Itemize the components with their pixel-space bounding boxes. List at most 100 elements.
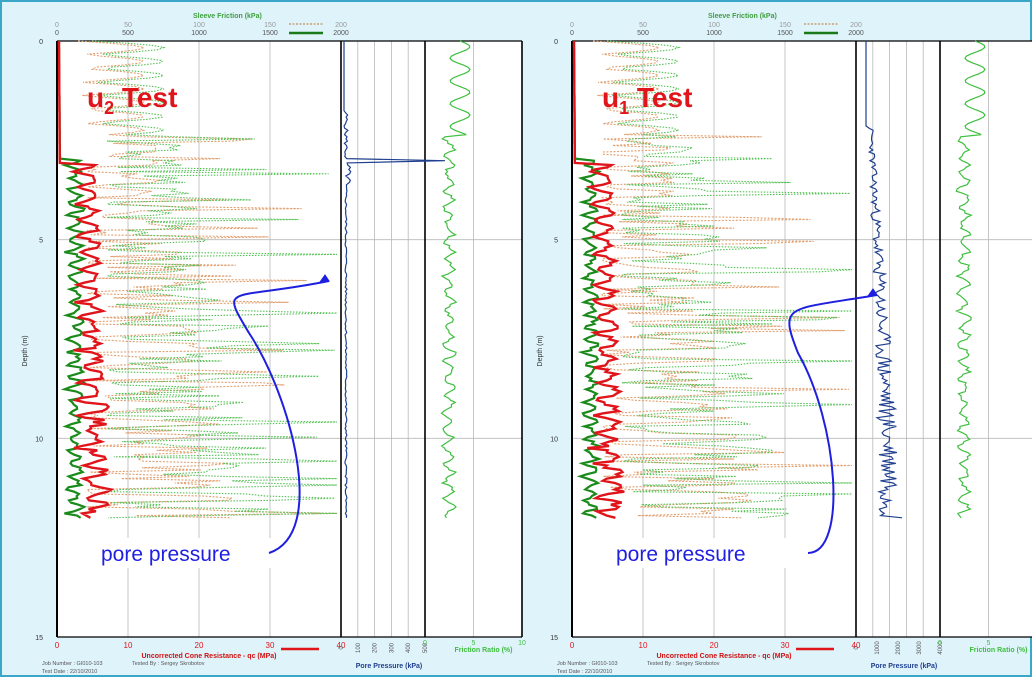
depth-axis-label: Depth (m) xyxy=(537,335,544,366)
plot-area xyxy=(572,41,1032,637)
annotation-arrowhead xyxy=(318,274,330,283)
cone-tick: 30 xyxy=(781,641,790,650)
sleeve-tick-top: 0 xyxy=(55,22,59,29)
cone-resistance-title: Uncorrected Cone Resistance - qc (MPa) xyxy=(142,653,277,660)
depth-tick-label: 5 xyxy=(554,238,558,245)
depth-tick-label: 5 xyxy=(39,238,43,245)
sleeve-tick-top: 50 xyxy=(639,22,647,29)
depth-tick-label: 15 xyxy=(35,635,43,642)
sleeve-tick-top: 200 xyxy=(850,22,862,29)
sleeve-tick-bottom: 1500 xyxy=(777,30,793,37)
sleeve-friction-trace xyxy=(592,40,853,519)
sleeve-tick-top: 100 xyxy=(193,22,205,29)
pore-pressure-title: Pore Pressure (kPa) xyxy=(356,663,423,670)
pore-tick: 300 xyxy=(389,642,395,653)
sleeve-tick-bottom: 500 xyxy=(122,30,134,37)
test-label-rest: Test xyxy=(114,82,177,113)
sleeve-tick-top: 200 xyxy=(335,22,347,29)
test-label-rest: Test xyxy=(629,82,692,113)
pore-pressure-annotation: pore pressure xyxy=(101,543,231,566)
footer-job: Job Number : GI010-103 xyxy=(557,661,618,667)
footer-job: Job Number : GI010-103 xyxy=(42,661,103,667)
sleeve-tick-bottom: 1000 xyxy=(191,30,207,37)
friction-ratio-trace xyxy=(440,40,471,519)
friction-ratio-title: Friction Ratio (%) xyxy=(970,647,1028,654)
sleeve-tick-top: 150 xyxy=(779,22,791,29)
test-label-subscript: 1 xyxy=(619,98,629,118)
pore-tick: 4000 xyxy=(938,641,944,655)
friction-ratio-title: Friction Ratio (%) xyxy=(455,647,513,654)
sleeve-tick-top: 50 xyxy=(124,22,132,29)
sleeve-tick-bottom: 0 xyxy=(55,30,59,37)
annotation-box xyxy=(95,538,273,568)
pore-tick: 400 xyxy=(406,642,412,653)
annotation-arrowhead xyxy=(866,288,878,297)
depth-tick-label: 10 xyxy=(550,436,558,443)
pore-tick: 100 xyxy=(356,642,362,653)
pore-pressure-annotation: pore pressure xyxy=(616,543,746,566)
sleeve-tick-bottom: 1000 xyxy=(706,30,722,37)
depth-tick-label: 10 xyxy=(35,436,43,443)
ratio-tick: 0 xyxy=(423,640,427,647)
annotation-arrow xyxy=(233,280,330,554)
pore-tick: 1000 xyxy=(875,641,881,655)
sleeve-tick-top: 150 xyxy=(264,22,276,29)
pore-tick: 0 xyxy=(339,646,345,650)
annotation-arrow xyxy=(788,294,878,554)
footer-date: Test Date : 22/10/2010 xyxy=(557,669,612,675)
sleeve-tick-bottom: 2000 xyxy=(333,30,349,37)
cone-resistance-trace xyxy=(57,41,115,519)
test-label-main: u xyxy=(87,82,104,113)
sleeve-friction-trace-alt xyxy=(606,40,853,519)
test-label-main: u xyxy=(602,82,619,113)
footer-tested: Tested By : Sergey Skrobotov xyxy=(132,661,205,667)
ratio-tick: 5 xyxy=(472,640,476,647)
cone-tick: 10 xyxy=(639,641,648,650)
test-label: u2 Test xyxy=(87,82,177,118)
annotation-box xyxy=(610,538,788,568)
ratio-tick: 0 xyxy=(938,640,942,647)
sleeve-tick-top: 0 xyxy=(570,22,574,29)
cone-tick: 20 xyxy=(195,641,204,650)
depth-axis-label: Depth (m) xyxy=(22,335,29,366)
cone-tick: 40 xyxy=(337,641,346,650)
pore-pressure-title: Pore Pressure (kPa) xyxy=(871,663,938,670)
friction-ratio-trace xyxy=(954,40,986,519)
cone-tick: 20 xyxy=(710,641,719,650)
cone-tick: 30 xyxy=(266,641,275,650)
depth-tick-label: 0 xyxy=(39,39,43,46)
cone-resistance-title: Uncorrected Cone Resistance - qc (MPa) xyxy=(657,653,792,660)
cone-tick: 40 xyxy=(852,641,861,650)
pore-tick: 3000 xyxy=(917,641,923,655)
footer-date: Test Date : 22/10/2010 xyxy=(42,669,97,675)
sleeve-friction-title: Sleeve Friction (kPa) xyxy=(193,13,262,20)
sleeve-tick-top: 100 xyxy=(708,22,720,29)
sleeve-friction-trace xyxy=(77,40,338,519)
pore-pressure-trace xyxy=(865,41,903,519)
cone-resistance-trace xyxy=(572,41,625,519)
sleeve-friction-trace-alt xyxy=(91,40,338,519)
depth-tick-label: 15 xyxy=(550,635,558,642)
pore-tick: 200 xyxy=(373,642,379,653)
pore-tick: 2000 xyxy=(896,641,902,655)
sleeve-tick-bottom: 0 xyxy=(570,30,574,37)
cone-tick: 0 xyxy=(55,641,60,650)
ratio-tick: 10 xyxy=(518,640,526,647)
cone-tick: 10 xyxy=(124,641,133,650)
ratio-tick: 5 xyxy=(987,640,991,647)
footer-tested: Tested By : Sergey Skrobotov xyxy=(647,661,720,667)
sleeve-tick-bottom: 1500 xyxy=(262,30,278,37)
sleeve-friction-title: Sleeve Friction (kPa) xyxy=(708,13,777,20)
sleeve-tick-bottom: 500 xyxy=(637,30,649,37)
cone-tick: 0 xyxy=(570,641,575,650)
sleeve-tick-bottom: 2000 xyxy=(848,30,864,37)
depth-tick-label: 0 xyxy=(554,39,558,46)
test-label: u1 Test xyxy=(602,82,692,118)
pore-tick: 500 xyxy=(423,642,429,653)
pore-tick: 0 xyxy=(854,646,860,650)
pore-pressure-trace xyxy=(343,41,446,518)
test-label-subscript: 2 xyxy=(104,98,114,118)
